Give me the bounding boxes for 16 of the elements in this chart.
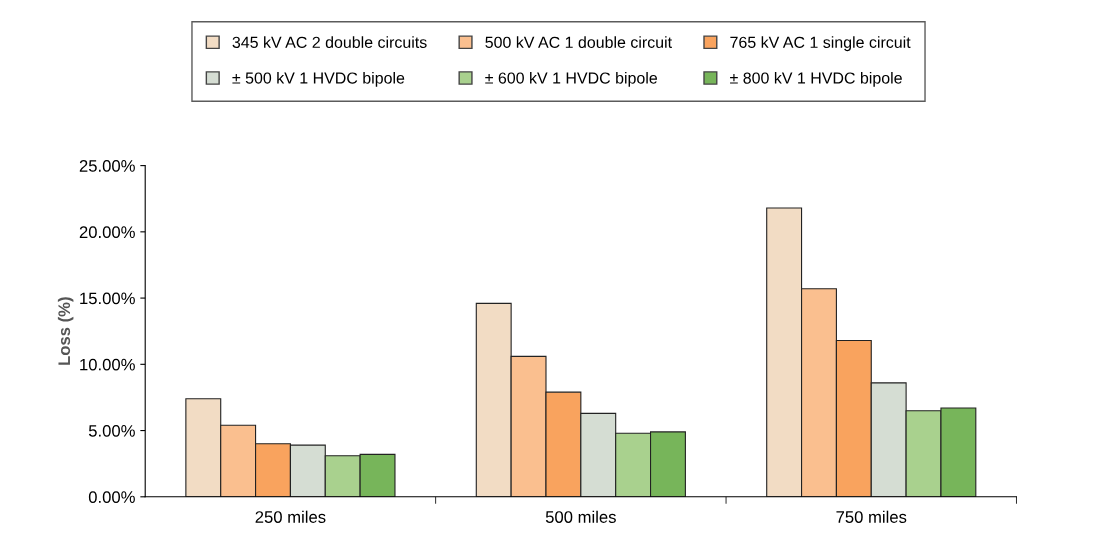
y-tick-label: 5.00% <box>88 424 135 437</box>
x-tick-label: 750 miles <box>836 510 907 523</box>
x-tick-label: 500 miles <box>545 510 616 523</box>
y-tick-label: 10.00% <box>80 358 135 371</box>
y-axis-title: Loss (%) <box>57 297 74 365</box>
x-tick-label: 250 miles <box>255 510 326 523</box>
y-tick-label: 20.00% <box>79 226 135 239</box>
y-tick-label: 0.00% <box>88 491 135 503</box>
legend-label: ± 800 kV 1 HVDC bipole <box>730 71 902 87</box>
legend-label: 765 kV AC 1 single circuit <box>730 36 911 52</box>
y-tick-label: 15.00% <box>80 292 135 305</box>
y-tick-label: 25.00% <box>79 160 135 172</box>
legend-label: ± 600 kV 1 HVDC bipole <box>485 71 658 87</box>
legend-label: ± 500 kV 1 HVDC bipole <box>232 71 405 87</box>
legend-label: 500 kV AC 1 double circuit <box>485 36 672 48</box>
legend-label: 345 kV AC 2 double circuits <box>232 36 427 48</box>
